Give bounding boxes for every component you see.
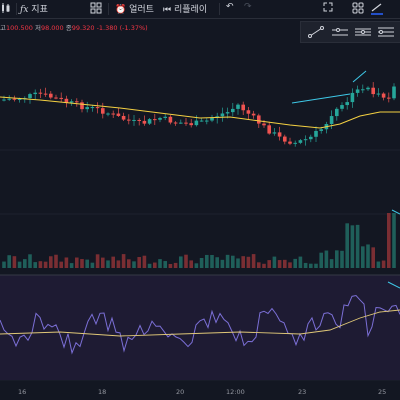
change-percent: (-1.37%) [119,24,148,32]
low-value: 98.000 [40,24,64,32]
candlesticks [2,82,396,147]
x-axis-label: 18 [98,388,107,396]
drawing-favorites-bar [300,21,400,43]
moving-average-line [0,96,400,129]
indicators-label: 지표 [31,5,48,15]
x-axis-label: 25 [378,388,387,396]
trend-line-tool-icon[interactable] [307,25,325,39]
redo-icon[interactable]: ↷ [244,2,252,12]
candle-style-icon[interactable] [0,2,12,17]
low-label: 저 [34,24,41,32]
alert-clock-icon: ⏰ [115,5,127,15]
alert-button[interactable]: ⏰ 얼러트 [115,2,154,15]
trend-lines [291,70,400,289]
high-label: 고 [0,24,6,32]
x-axis-label: 16 [18,388,27,396]
replay-button[interactable]: ⏮ 리플레이 [163,2,207,15]
brush-icon[interactable] [370,2,384,18]
fullscreen-icon[interactable] [323,2,333,15]
indicators-icon: ƒx [20,5,29,15]
indicators-button[interactable]: ƒx 지표 [20,2,48,15]
top-toolbar: ƒx 지표 ⏰ 얼러트 ⏮ 리플레이 ↶ ↷ [0,0,400,19]
x-axis-label: 20 [176,388,185,396]
replay-label: 리플레이 [173,5,208,15]
ohlc-legend: 고100.500 저98.000 종99.320 -1.380 (-1.37%) [0,22,148,32]
parallel-channel-tool-icon[interactable] [354,25,372,39]
alert-label: 얼러트 [129,5,154,15]
close-value: 99.320 [71,24,95,32]
change-value: -1.380 [96,24,118,32]
fib-retracement-tool-icon[interactable] [377,25,395,39]
rsi-panel [0,275,400,380]
volume-bars [2,213,396,268]
x-axis-label: 23 [298,388,307,396]
object-tree-icon[interactable] [352,2,364,17]
undo-icon[interactable]: ↶ [226,2,234,12]
close-label: 종 [65,24,72,32]
rsi-signal-line [0,309,400,337]
x-axis-label: 12:00 [226,388,245,396]
rsi-line [0,295,400,355]
replay-icon: ⏮ [163,5,172,15]
templates-icon[interactable] [90,2,102,17]
horizontal-ray-tool-icon[interactable] [331,25,349,39]
high-value: 100.500 [5,24,33,32]
